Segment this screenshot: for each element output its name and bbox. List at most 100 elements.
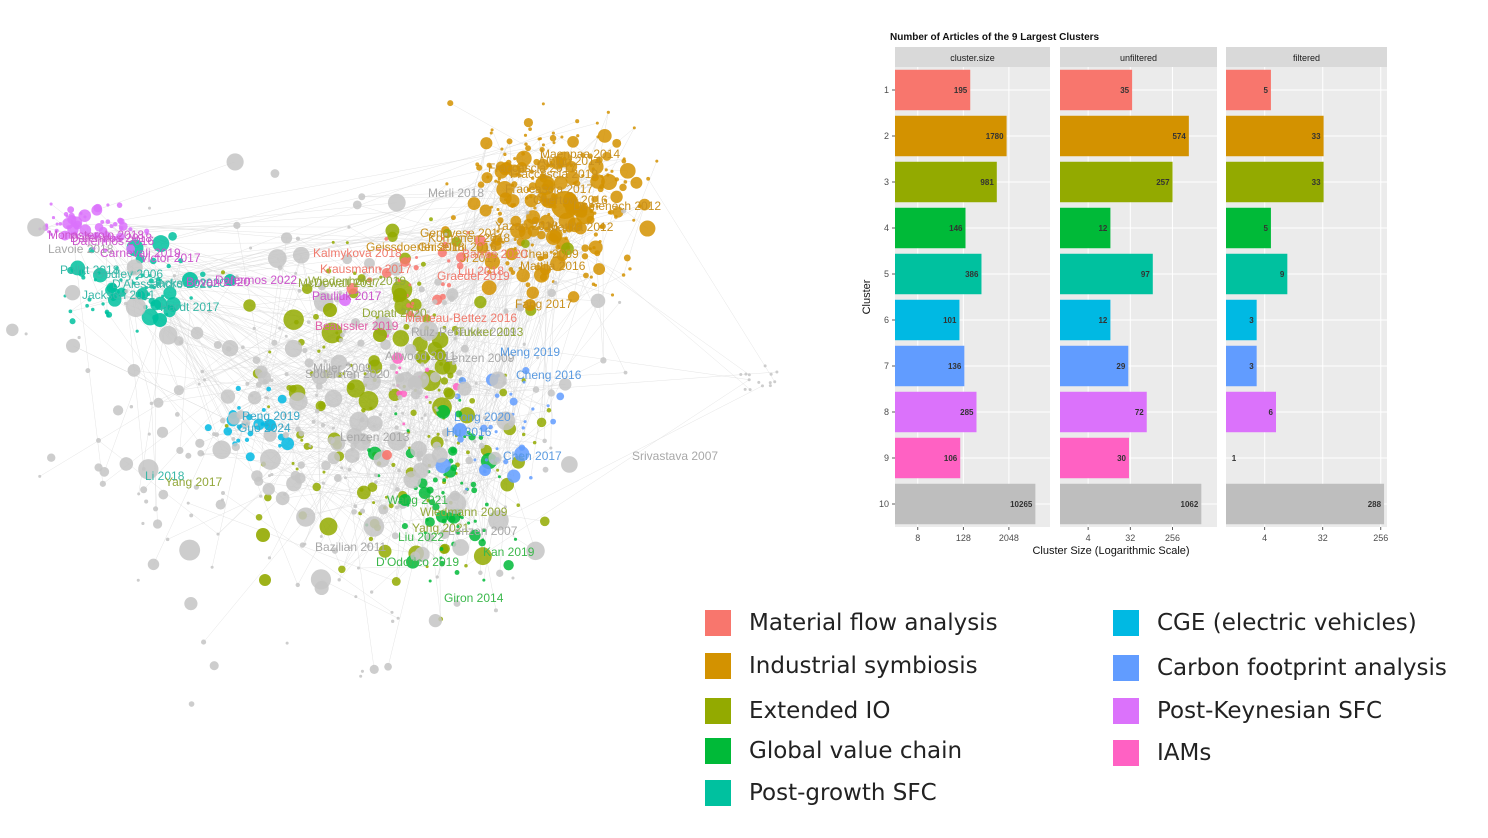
- network-node-label: Lenzen 2009: [445, 351, 515, 365]
- bar: [895, 345, 965, 387]
- network-nodes: [6, 100, 779, 707]
- bar-value-label: 3: [1249, 362, 1254, 371]
- bar: [1226, 161, 1324, 203]
- network-node-label: Pauliuk 2017: [312, 289, 382, 303]
- network-node-label: Long 2020: [454, 410, 511, 424]
- bar: [1226, 391, 1277, 433]
- network-node-label: Dafermos 2016: [72, 234, 154, 248]
- network-node-label: Jackson 2020: [152, 276, 226, 290]
- network-node-label: Dafermos 2022: [215, 273, 297, 287]
- x-tick-label: 4: [1086, 533, 1091, 543]
- legend-item: Global value chain: [705, 738, 962, 764]
- network-node-label: Fraccascia 2017: [505, 182, 593, 196]
- bar: [895, 437, 961, 479]
- network-node-label: D'Alessandro 2020: [112, 277, 213, 291]
- bar-value-label: 33: [1312, 178, 1321, 187]
- cluster-legend: Material flow analysis Industrial symbios…: [700, 600, 1480, 830]
- bar: [1060, 115, 1189, 157]
- legend-item: CGE (electric vehicles): [1113, 610, 1417, 636]
- legend-label: IAMs: [1157, 740, 1212, 766]
- network-node-label: Bovari 2020: [186, 275, 250, 289]
- network-node-label: Ji 2017: [460, 251, 499, 265]
- network-hub-node: [399, 494, 411, 506]
- legend-swatch: [1113, 698, 1139, 724]
- bar: [895, 253, 982, 295]
- network-hub-node: [256, 528, 270, 542]
- legend-label: Carbon footprint analysis: [1157, 655, 1447, 681]
- legend-swatch: [1113, 655, 1139, 681]
- network-node-label: Godley 2006: [95, 267, 163, 281]
- bar-value-label: 3: [1249, 316, 1254, 325]
- bar: [1226, 253, 1288, 295]
- bar-value-label: 12: [1098, 224, 1107, 233]
- legend-item: Industrial symbiosis: [705, 653, 978, 679]
- bar-value-label: 97: [1141, 270, 1150, 279]
- legend-item: Material flow analysis: [705, 610, 998, 636]
- network-node-label: Fraccascia 2019: [510, 167, 598, 181]
- network-node-label: Korhonen 2018: [428, 231, 510, 245]
- y-tick-label: 6: [884, 315, 889, 325]
- y-tick-label: 4: [884, 223, 889, 233]
- network-node-label: Lavoie 2018: [48, 242, 114, 256]
- bar-value-label: 30: [1117, 454, 1126, 463]
- network-node-label: Hardt 2017: [160, 300, 220, 314]
- network-node-label: Yang 2017: [165, 475, 222, 489]
- network-node-label: Krausmann 2017: [320, 262, 412, 276]
- bar-value-label: 574: [1172, 132, 1186, 141]
- network-hub-node: [479, 464, 491, 476]
- network-node-label: Marteau-Bettez 2016: [405, 311, 517, 325]
- bar: [1060, 345, 1129, 387]
- network-node-label: Beaussier 2019: [315, 319, 399, 333]
- bar-value-label: 9: [1280, 270, 1285, 279]
- network-node-label: Hu 2016: [446, 425, 492, 439]
- bar: [1226, 299, 1257, 341]
- x-tick-label: 32: [1125, 533, 1135, 543]
- network-node-label: Pollitt 2018: [60, 263, 120, 277]
- bar-value-label: 1: [1232, 454, 1237, 463]
- bar: [1060, 161, 1173, 203]
- network-node-label: Ruiz-Peñalver 2019: [411, 325, 517, 339]
- network-hub-node: [382, 450, 392, 460]
- network-node-label: Guo 2024: [238, 421, 291, 435]
- network-node-label: Södersten 2020: [305, 367, 390, 381]
- legend-item: Post-Keynesian SFC: [1113, 698, 1382, 724]
- legend-label: Material flow analysis: [749, 610, 998, 636]
- y-tick-label: 9: [884, 453, 889, 463]
- legend-label: Extended IO: [749, 698, 891, 724]
- bar-value-label: 72: [1135, 408, 1144, 417]
- legend-swatch: [705, 698, 731, 724]
- legend-item: Extended IO: [705, 698, 890, 724]
- network-node-label: Chen 2009: [520, 247, 579, 261]
- network-node-label: Mattila 2012: [548, 220, 614, 234]
- network-node-label: Ghisellini 2016: [418, 240, 497, 254]
- bar: [1060, 69, 1133, 111]
- cluster-size-bar-chart: Number of Articles of the 9 Largest Clus…: [861, 32, 1388, 557]
- network-hub-node: [259, 574, 271, 586]
- network-node-label: Srivastava 2007: [632, 449, 718, 463]
- network-node-label: Barros 2020: [462, 247, 528, 261]
- network-hub-node: [153, 313, 167, 327]
- network-node-label: Mattila 2016: [520, 259, 586, 273]
- bar: [895, 299, 960, 341]
- y-tick-label: 3: [884, 177, 889, 187]
- facet-strip: [1226, 47, 1387, 67]
- bar-value-label: 35: [1120, 86, 1129, 95]
- network-hub-node: [453, 423, 467, 437]
- network-node-label: Allwood 2011: [385, 349, 456, 363]
- network-hub-node: [264, 419, 276, 431]
- x-tick-label: 256: [1373, 533, 1388, 543]
- network-node-label: Kalmykova 2018: [313, 246, 402, 260]
- x-tick-label: 8: [915, 533, 920, 543]
- network-node-label: Domenech 2012: [573, 199, 661, 213]
- network-node-label: Wiedenhofer 2019: [308, 274, 406, 288]
- network-node-label: Wiedmann 2009: [420, 505, 508, 519]
- network-node-label: Giron 2014: [444, 591, 504, 605]
- y-tick-label: 10: [879, 499, 889, 509]
- network-node-label: Li 2018: [145, 469, 185, 483]
- network-node-label: Chen 2017: [503, 449, 562, 463]
- network-node-label: Maenpaa 2014: [540, 147, 620, 161]
- network-hub-node: [339, 294, 351, 306]
- legend-swatch: [705, 738, 731, 764]
- bar: [1226, 207, 1271, 249]
- bar-value-label: 1062: [1181, 500, 1199, 509]
